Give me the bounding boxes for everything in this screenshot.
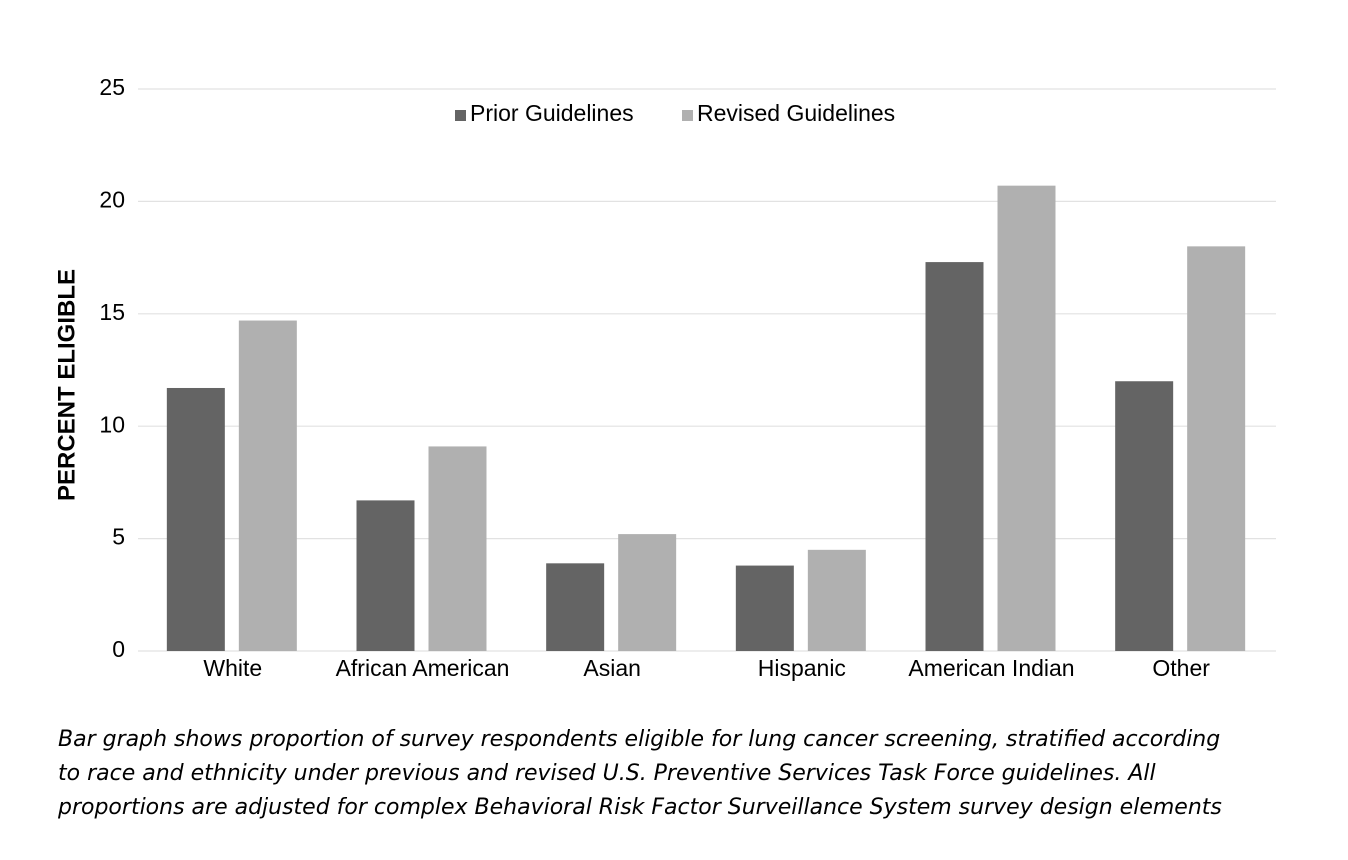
y-tick-label: 5 <box>112 524 125 550</box>
caption-line: proportions are adjusted for complex Beh… <box>57 795 1222 820</box>
legend-label: Prior Guidelines <box>470 100 634 126</box>
y-tick-label: 10 <box>99 411 125 437</box>
bar <box>238 320 297 651</box>
x-tick-label: American Indian <box>908 655 1074 681</box>
bar <box>166 387 225 651</box>
bar <box>735 565 794 651</box>
legend-label: Revised Guidelines <box>697 100 895 126</box>
bar <box>356 500 415 651</box>
bar <box>1187 246 1246 652</box>
bar <box>925 262 984 651</box>
caption-line: Bar graph shows proportion of survey res… <box>58 727 1220 752</box>
legend-swatch <box>455 110 466 121</box>
x-tick-label: White <box>203 655 262 681</box>
bar <box>618 534 677 651</box>
x-tick-label: Other <box>1152 655 1210 681</box>
bar <box>997 185 1056 651</box>
y-tick-label: 20 <box>99 186 125 212</box>
bar <box>546 563 605 651</box>
y-tick-label: 0 <box>112 636 125 662</box>
caption-line: to race and ethnicity under previous and… <box>58 761 1156 786</box>
bar <box>428 446 487 651</box>
x-tick-label: African American <box>336 655 510 681</box>
bar <box>807 549 866 651</box>
y-axis-label: PERCENT ELIGIBLE <box>53 269 80 501</box>
bar <box>1115 381 1174 651</box>
x-tick-label: Asian <box>583 655 641 681</box>
legend-swatch <box>682 110 693 121</box>
x-tick-label: Hispanic <box>758 655 846 681</box>
y-tick-label: 25 <box>99 74 125 100</box>
y-tick-label: 15 <box>99 299 125 325</box>
